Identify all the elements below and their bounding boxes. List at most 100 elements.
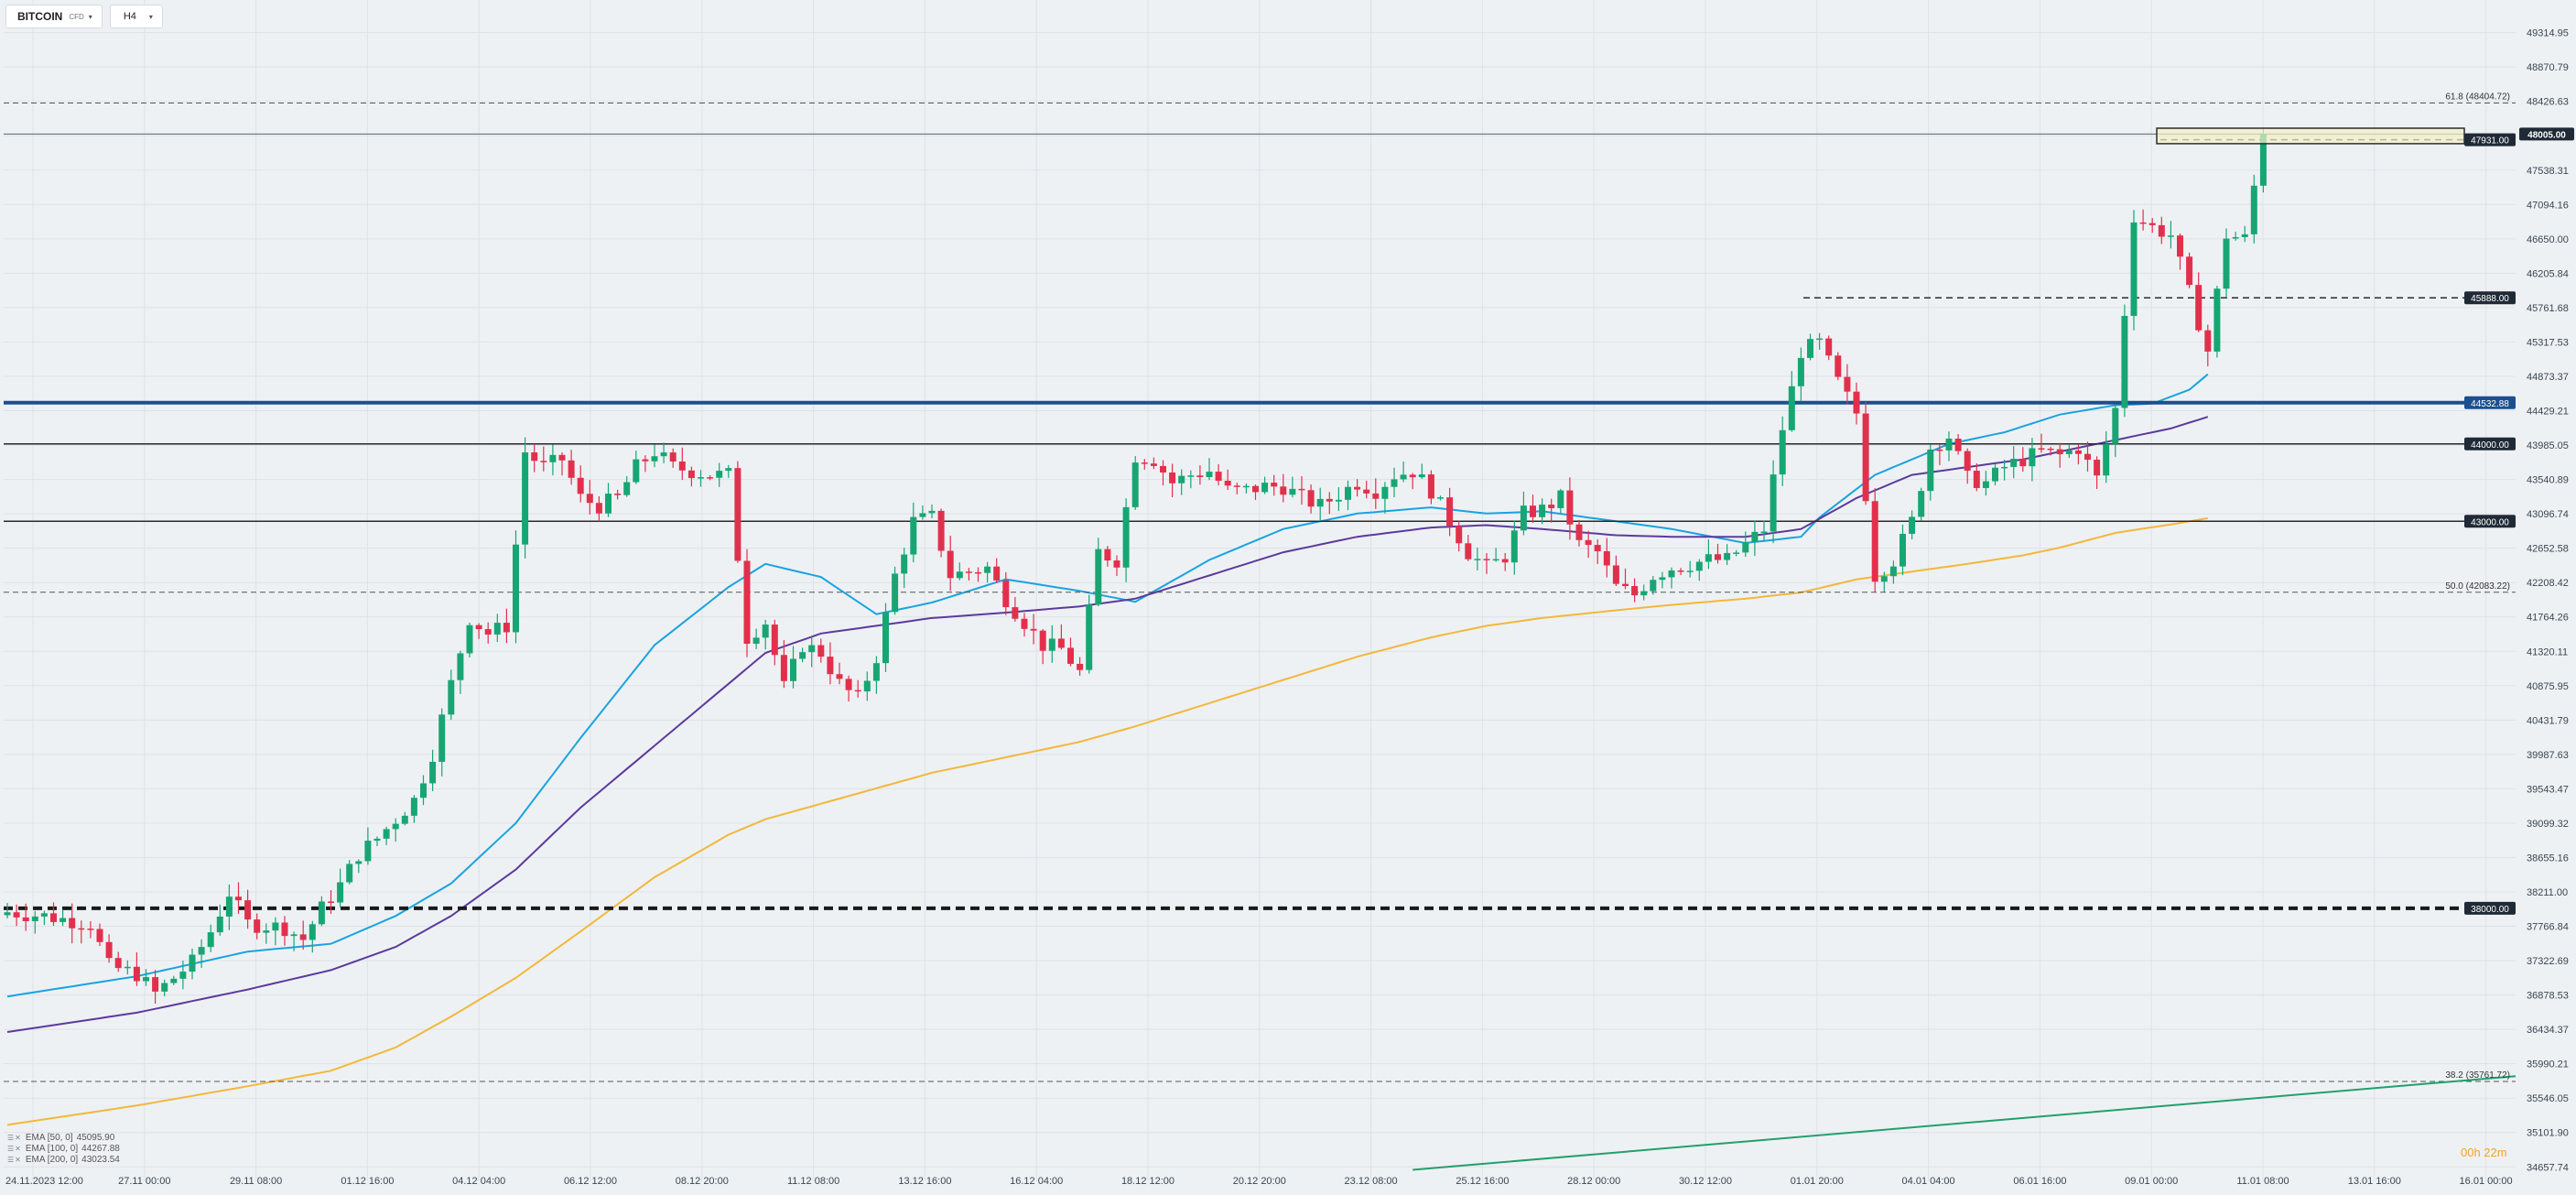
candle-body [1705, 554, 1712, 562]
legend-row-ema100[interactable]: ☰✕ EMA [100, 0] 44267.88 [7, 1144, 120, 1155]
candle-body [1844, 376, 1851, 392]
candle-body [1169, 472, 1176, 483]
candle-body [577, 477, 584, 494]
candle-body [1437, 497, 1444, 499]
y-tick-label: 47094.16 [2527, 200, 2569, 211]
candle-body [1880, 576, 1888, 582]
candle-body [1178, 475, 1185, 483]
timeframe-selector[interactable]: H4 ▾ [109, 5, 163, 28]
ema-line [6, 516, 2208, 1126]
candle-body [1381, 486, 1389, 499]
candle-body [678, 462, 686, 471]
candle-body [429, 761, 437, 784]
y-tick-label: 46205.84 [2527, 268, 2569, 279]
y-tick-label: 41320.11 [2527, 646, 2568, 657]
candle-body [1196, 475, 1204, 478]
candle-body [586, 494, 593, 504]
x-tick-label: 08.12 20:00 [676, 1176, 729, 1187]
candle-body [2167, 235, 2174, 237]
candle-body [2056, 449, 2063, 454]
y-tick-label: 40875.95 [2527, 681, 2569, 692]
candle-body [170, 978, 178, 983]
legend-row-ema200[interactable]: ☰✕ EMA [200, 0] 43023.54 [7, 1155, 120, 1166]
candle-body [1224, 480, 1231, 486]
candle-body [993, 566, 1001, 581]
candle-body [2139, 222, 2147, 224]
candle-body [2103, 443, 2110, 476]
legend-settings-icon[interactable]: ☰✕ [7, 1134, 22, 1142]
candle-body [1261, 483, 1269, 493]
candle-body [845, 679, 852, 690]
chevron-down-icon: ▾ [88, 12, 92, 21]
y-tick-label: 42652.58 [2527, 544, 2569, 555]
y-tick-label: 48870.79 [2527, 62, 2569, 73]
y-tick-label: 41764.26 [2527, 613, 2569, 624]
candle-body [1215, 472, 1222, 481]
legend-row-ema50[interactable]: ☰✕ EMA [50, 0] 45095.90 [7, 1133, 120, 1144]
x-tick-label: 25.12 16:00 [1456, 1176, 1509, 1187]
candle-body [1835, 355, 1842, 377]
candle-body [1557, 490, 1564, 508]
candle-body [1677, 570, 1684, 572]
candle-body [1788, 386, 1795, 430]
legend-settings-icon[interactable]: ☰✕ [7, 1156, 22, 1164]
candle-body [863, 680, 871, 692]
candle-body [734, 468, 741, 561]
candle-body [2195, 285, 2203, 331]
candle-body [78, 928, 85, 930]
candle-body [254, 919, 261, 933]
candle-body [1131, 462, 1139, 507]
y-tick-label: 39543.47 [2527, 784, 2569, 795]
candle-body [1797, 357, 1804, 386]
candle-body [1982, 481, 1989, 488]
candle-body [31, 916, 38, 922]
candle-body [965, 571, 972, 573]
candle-body [1566, 490, 1574, 525]
x-tick-label: 23.12 08:00 [1345, 1176, 1398, 1187]
candle-body [60, 918, 67, 922]
candle-body [114, 958, 122, 969]
y-tick-label: 42208.42 [2527, 578, 2569, 589]
candle-body [143, 977, 149, 982]
symbol-selector[interactable]: BITCOIN CFD ▾ [5, 5, 103, 28]
candle-body [466, 625, 473, 654]
candle-body [1770, 474, 1777, 532]
candle-body [318, 901, 325, 925]
x-tick-label: 29.11 08:00 [230, 1176, 282, 1187]
candle-body [1575, 524, 1583, 540]
candle-body [1012, 607, 1019, 619]
legend-settings-icon[interactable]: ☰✕ [7, 1145, 22, 1153]
candle-body [2213, 288, 2221, 352]
legend-value: 44267.88 [81, 1144, 120, 1154]
candle-body [901, 554, 908, 574]
candle-body [1954, 439, 1962, 451]
candle-body [716, 471, 723, 478]
candle-body [1964, 451, 1971, 472]
candle-body [1807, 339, 1813, 358]
candle-body [2121, 315, 2128, 408]
candle-body [1900, 533, 1906, 567]
fib-level-label: 61.8 (48404.72) [2445, 92, 2510, 103]
y-tick-label: 47538.31 [2527, 166, 2569, 177]
x-tick-label: 04.01 04:00 [1902, 1176, 1955, 1187]
candle-body [1233, 485, 1240, 487]
candle-body [752, 637, 760, 644]
candle-body [346, 864, 353, 883]
candle-body [1936, 449, 1943, 451]
candle-body [1150, 463, 1157, 466]
candle-body [2223, 238, 2230, 289]
candle-body [105, 941, 113, 959]
candle-body [2259, 134, 2267, 186]
y-tick-label: 37322.69 [2527, 956, 2569, 967]
candle-body [882, 612, 889, 664]
candle-body [1751, 531, 1759, 543]
price-tag-box [2464, 133, 2516, 147]
level-lines [4, 103, 2516, 1082]
candle-body [1733, 552, 1740, 554]
candle-body [244, 900, 252, 920]
candle-body [928, 510, 936, 514]
ema-line [6, 416, 2209, 1033]
fib-level-label: 38.2 (35761.72) [2445, 1070, 2510, 1081]
candle-body [872, 663, 880, 681]
